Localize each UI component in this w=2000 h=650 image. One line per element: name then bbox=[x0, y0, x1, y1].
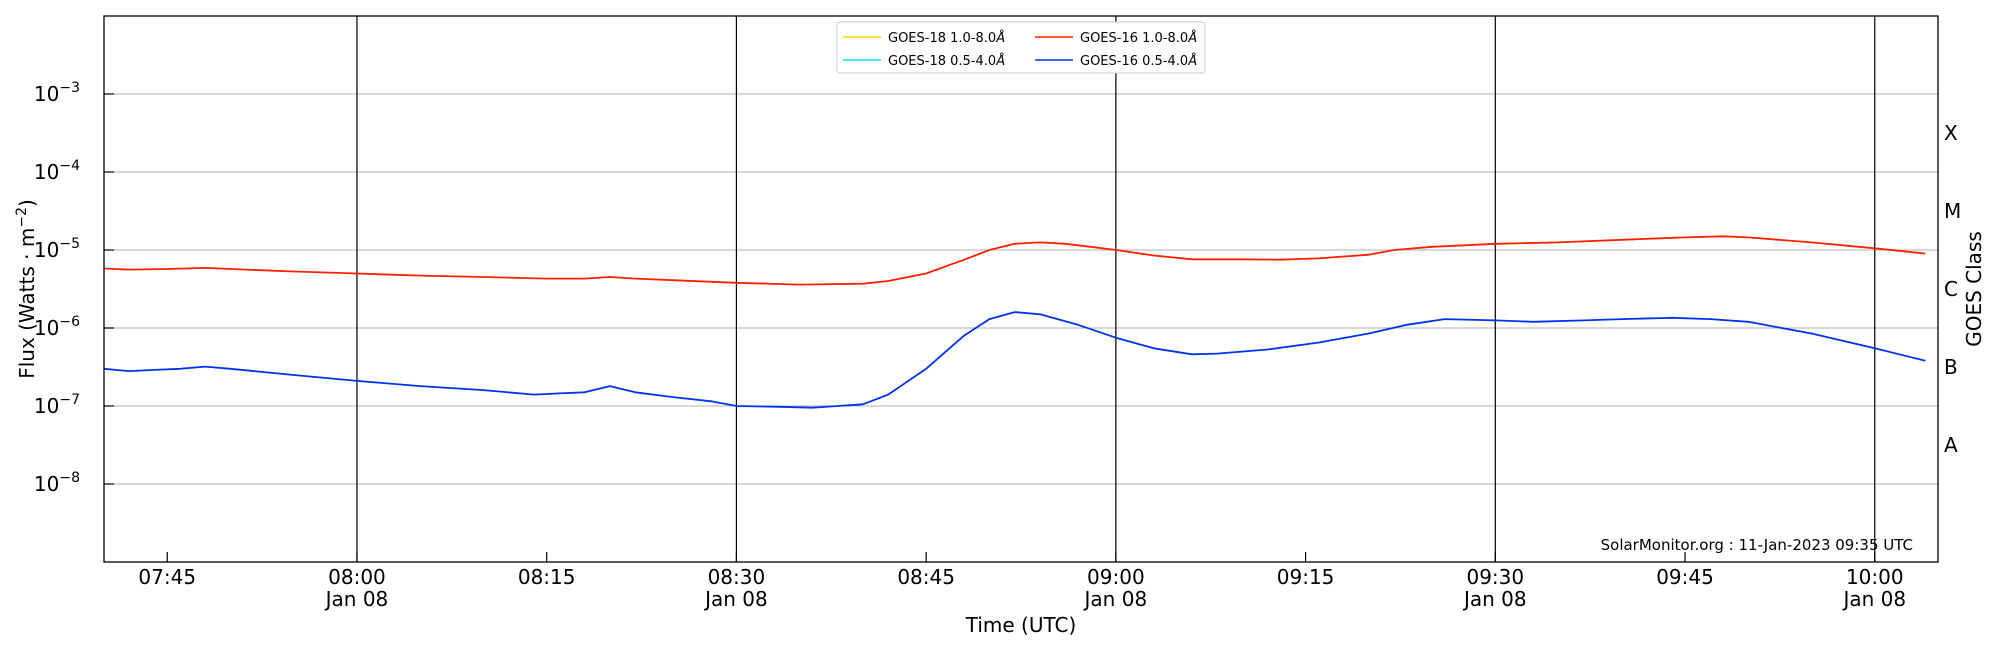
goes-class-c: C bbox=[1944, 277, 1958, 301]
goes-class-labels: A B C M X bbox=[1944, 121, 1961, 457]
x-tick-label-0: 07:45 bbox=[138, 565, 196, 589]
y-axis-ticks: 10−810−710−610−510−410−3 bbox=[34, 80, 114, 496]
series-line-0 bbox=[103, 235, 1926, 286]
x-tick-label-1: 08:00 bbox=[328, 565, 386, 589]
y-tick-label-2: 10−6 bbox=[34, 314, 80, 340]
y-tick-exponent-1: −7 bbox=[59, 392, 80, 408]
right-axis-title: GOES Class bbox=[1962, 231, 1986, 347]
y-tick-label-3: 10−5 bbox=[34, 236, 80, 262]
x-tick-label-8: 09:45 bbox=[1656, 565, 1714, 589]
legend-label-name-3: GOES-16 0.5-4.0 bbox=[1080, 54, 1188, 69]
series-line-1 bbox=[103, 311, 1926, 409]
legend-label-name-2: GOES-16 1.0-8.0 bbox=[1080, 31, 1188, 46]
legend-label-1: GOES-18 0.5-4.0Å bbox=[888, 53, 1005, 69]
x-tick-label-5: 09:00 bbox=[1087, 565, 1145, 589]
legend-label-name-0: GOES-18 1.0-8.0 bbox=[888, 31, 996, 46]
legend-label-unit-0: Å bbox=[995, 30, 1005, 46]
y-tick-base-5: 10 bbox=[34, 82, 59, 106]
legend-label-name-1: GOES-18 0.5-4.0 bbox=[888, 54, 996, 69]
goes-class-a: A bbox=[1944, 433, 1958, 457]
legend-label-3: GOES-16 0.5-4.0Å bbox=[1080, 53, 1197, 69]
y-tick-base-0: 10 bbox=[34, 472, 59, 496]
goes-class-x: X bbox=[1944, 121, 1958, 145]
y-tick-base-3: 10 bbox=[34, 238, 59, 262]
x-tick-sublabel-3: Jan 08 bbox=[703, 587, 768, 611]
x-tick-label-6: 09:15 bbox=[1277, 565, 1335, 589]
x-tick-label-3: 08:30 bbox=[708, 565, 766, 589]
legend-box bbox=[836, 21, 1206, 74]
y-tick-exponent-5: −3 bbox=[59, 80, 80, 96]
legend-label-unit-2: Å bbox=[1187, 30, 1197, 46]
x-tick-sublabel-7: Jan 08 bbox=[1462, 587, 1527, 611]
legend-label-2: GOES-16 1.0-8.0Å bbox=[1080, 30, 1197, 46]
plot-frame bbox=[103, 15, 1939, 563]
legend-label-unit-1: Å bbox=[995, 53, 1005, 69]
x-tick-label-4: 08:45 bbox=[897, 565, 955, 589]
y-tick-base-2: 10 bbox=[34, 316, 59, 340]
y-tick-base-1: 10 bbox=[34, 394, 59, 418]
y-tick-label-5: 10−3 bbox=[34, 80, 80, 106]
y-tick-exponent-0: −8 bbox=[59, 470, 80, 486]
source-annotation: SolarMonitor.org : 11-Jan-2023 09:35 UTC bbox=[1601, 536, 1913, 554]
goes-class-m: M bbox=[1944, 199, 1961, 223]
x-tick-label-2: 08:15 bbox=[518, 565, 576, 589]
y-tick-exponent-3: −5 bbox=[59, 236, 80, 252]
legend-label-0: GOES-18 1.0-8.0Å bbox=[888, 30, 1005, 46]
y-axis-title: Flux (Watts · m−2) bbox=[14, 199, 39, 379]
y-tick-base-4: 10 bbox=[34, 160, 59, 184]
x-tick-label-7: 09:30 bbox=[1466, 565, 1524, 589]
grid-layer bbox=[104, 93, 1938, 485]
x-axis-title: Time (UTC) bbox=[965, 613, 1077, 637]
x-tick-sublabel-5: Jan 08 bbox=[1083, 587, 1148, 611]
legend-label-unit-3: Å bbox=[1187, 53, 1197, 69]
x-tick-label-9: 10:00 bbox=[1846, 565, 1904, 589]
y-tick-exponent-4: −4 bbox=[59, 158, 80, 174]
y-tick-label-0: 10−8 bbox=[34, 470, 80, 496]
x-tick-sublabel-9: Jan 08 bbox=[1841, 587, 1906, 611]
goes-class-b: B bbox=[1944, 355, 1958, 379]
x-tick-sublabel-1: Jan 08 bbox=[324, 587, 389, 611]
y-tick-label-1: 10−7 bbox=[34, 392, 80, 418]
y-tick-exponent-2: −6 bbox=[59, 314, 80, 330]
vertical-lines-layer bbox=[356, 16, 1876, 562]
y-tick-label-4: 10−4 bbox=[34, 158, 80, 184]
series-layer bbox=[103, 235, 1926, 409]
